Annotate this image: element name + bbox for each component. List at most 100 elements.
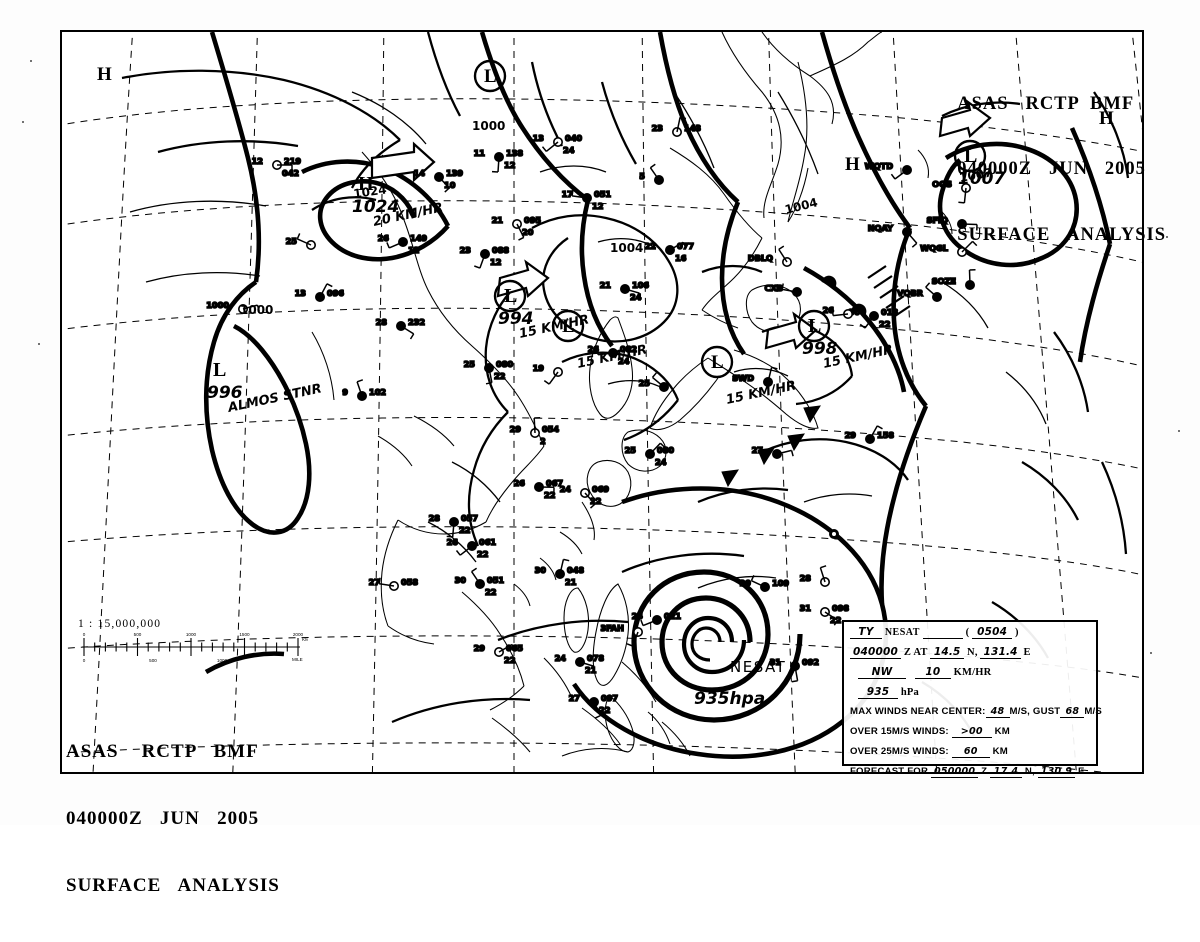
station-dewpoint: 12 — [504, 160, 515, 170]
isobar-label: 1000 — [472, 119, 505, 133]
wind-barb — [516, 223, 525, 241]
station-temperature: 30 — [535, 565, 547, 575]
station-dewpoint: 24 — [618, 356, 630, 366]
footer-line-1: ASAS RCTP BMF — [66, 740, 259, 762]
station-dewpoint: 22 — [459, 525, 470, 535]
station-plot: 3FAH — [600, 622, 643, 647]
station-pressure: 058 — [401, 577, 418, 587]
station-temperature: 26 — [823, 305, 835, 315]
station-pressure: 102 — [369, 387, 386, 397]
station-pressure: 219 — [284, 156, 301, 166]
ty-gust-value: 68 — [1060, 706, 1085, 718]
ty-at: AT — [913, 647, 928, 658]
station-plot: 23 143 — [651, 116, 702, 138]
wind-barb — [626, 631, 639, 647]
wind-barb — [485, 367, 493, 385]
station-dewpoint: 24 — [655, 457, 667, 467]
wind-barb — [593, 701, 602, 719]
station-plot: 1000 — [205, 299, 260, 314]
station-plot: 21 095 20 — [491, 214, 542, 241]
scan-speckle — [1150, 652, 1152, 654]
station-temperature: OOS — [932, 179, 952, 189]
station-pressure: 092 — [802, 657, 819, 667]
station-temperature: 29 — [845, 430, 857, 440]
station-dewpoint: 20 — [522, 227, 534, 237]
station-temperature: 13 — [533, 133, 545, 143]
station-pressure: 069 — [592, 484, 609, 494]
station-pressure: 051 — [594, 189, 611, 199]
station-dewpoint: 22 — [477, 549, 488, 559]
station-plot: 29 158 — [844, 425, 895, 444]
header-line-3: SURFACE ANALYSIS — [957, 224, 1166, 245]
station-temperature: 23 — [652, 123, 664, 133]
footer-line-2: 040000Z JUN 2005 — [66, 808, 260, 830]
station-plot: 14 139 10 — [413, 167, 464, 193]
ty-forecast-time: 050000 — [930, 766, 979, 778]
ty-lon-unit: E — [1023, 647, 1031, 658]
system-pressure-value: 996 — [207, 383, 243, 403]
typhoon-name-label: NESAT — [730, 658, 786, 676]
station-temperature: 3FAH — [600, 623, 624, 633]
station-plot: 19 — [532, 362, 563, 385]
ty-forecast-z: Z — [981, 766, 988, 777]
chart-page: 12 219 042 14 139 10 11 138 12 13 040 24 17 051 12 5 23 1… — [22, 30, 1180, 897]
scale-mile-unit: MILE — [292, 657, 303, 662]
ty-direction: NW — [858, 666, 906, 679]
station-temperature: 5 — [639, 171, 645, 181]
ty-forecast-lon: 130.9 — [1037, 766, 1076, 778]
scan-speckle — [30, 60, 32, 62]
scale-km-label: 2000 — [293, 632, 304, 637]
station-pressure: 149 — [410, 233, 427, 243]
ty-number: 0504 — [972, 626, 1013, 639]
station-plot: NQAY — [867, 222, 918, 248]
station-pressure: 232 — [408, 317, 425, 327]
ty-over25-unit: KM — [992, 746, 1008, 757]
wind-barb — [649, 163, 660, 181]
ty-forecast-lat-unit: N, — [1024, 766, 1035, 777]
system-letter: H — [845, 154, 860, 175]
special-station-marker — [829, 529, 839, 539]
station-pressure: 095 — [524, 215, 541, 225]
station-plot: 26 067 22 — [513, 477, 564, 501]
wind-barb — [296, 233, 312, 246]
ty-speed-unit: KM/HR — [953, 667, 992, 678]
wind-barb — [778, 245, 788, 263]
station-temperature: 27 — [752, 445, 764, 455]
header-title-block: ASAS RCTP BMF 040000Z JUN 2005 SURFACE A… — [957, 50, 1166, 290]
station-temperature: 28 — [800, 573, 812, 583]
station-plot: 29 065 22 — [473, 642, 524, 666]
low-center-circle — [953, 139, 987, 173]
station-dewpoint: 22 — [599, 705, 610, 715]
station-plot: 25 080 22 — [463, 358, 514, 385]
scan-speckle — [1166, 236, 1168, 238]
wind-barb — [474, 253, 486, 269]
ty-gust-unit: M/S — [1084, 706, 1103, 717]
station-plot: 31 098 22 — [799, 602, 850, 626]
station-temperature: 25 — [286, 236, 298, 246]
scale-bar-graphic: 0 500 1000 1500 2000 0 500 1000 KM MILE — [82, 632, 308, 663]
station-plot: 27 058 — [368, 576, 419, 591]
station-temperature: SFIQ — [927, 215, 949, 225]
scale-mile-label: 1000 — [217, 658, 228, 663]
station-temperature: 25 — [464, 359, 476, 369]
station-plot: 26 149 12 — [377, 232, 428, 256]
wind-barb — [455, 545, 473, 556]
station-dewpoint: 2 — [540, 436, 546, 446]
station-temperature: 19 — [533, 363, 545, 373]
station-plot: 31 092 — [769, 656, 820, 683]
wind-barb — [651, 372, 665, 388]
station-temperature: DBLQ — [748, 253, 773, 263]
station-temperature: 27 — [569, 693, 581, 703]
header-line-2: 040000Z JUN 2005 — [957, 159, 1146, 180]
system-letter: L — [808, 315, 821, 337]
station-plot: 27 — [751, 444, 794, 459]
station-plot: 25 — [285, 233, 317, 251]
wind-barb — [242, 304, 260, 312]
station-pressure: 061 — [479, 537, 496, 547]
scale-km-label: 1000 — [186, 632, 197, 637]
station-temperature: WQTD — [865, 161, 894, 171]
station-pressure: 057 — [461, 513, 478, 523]
coastlines — [311, 32, 953, 757]
